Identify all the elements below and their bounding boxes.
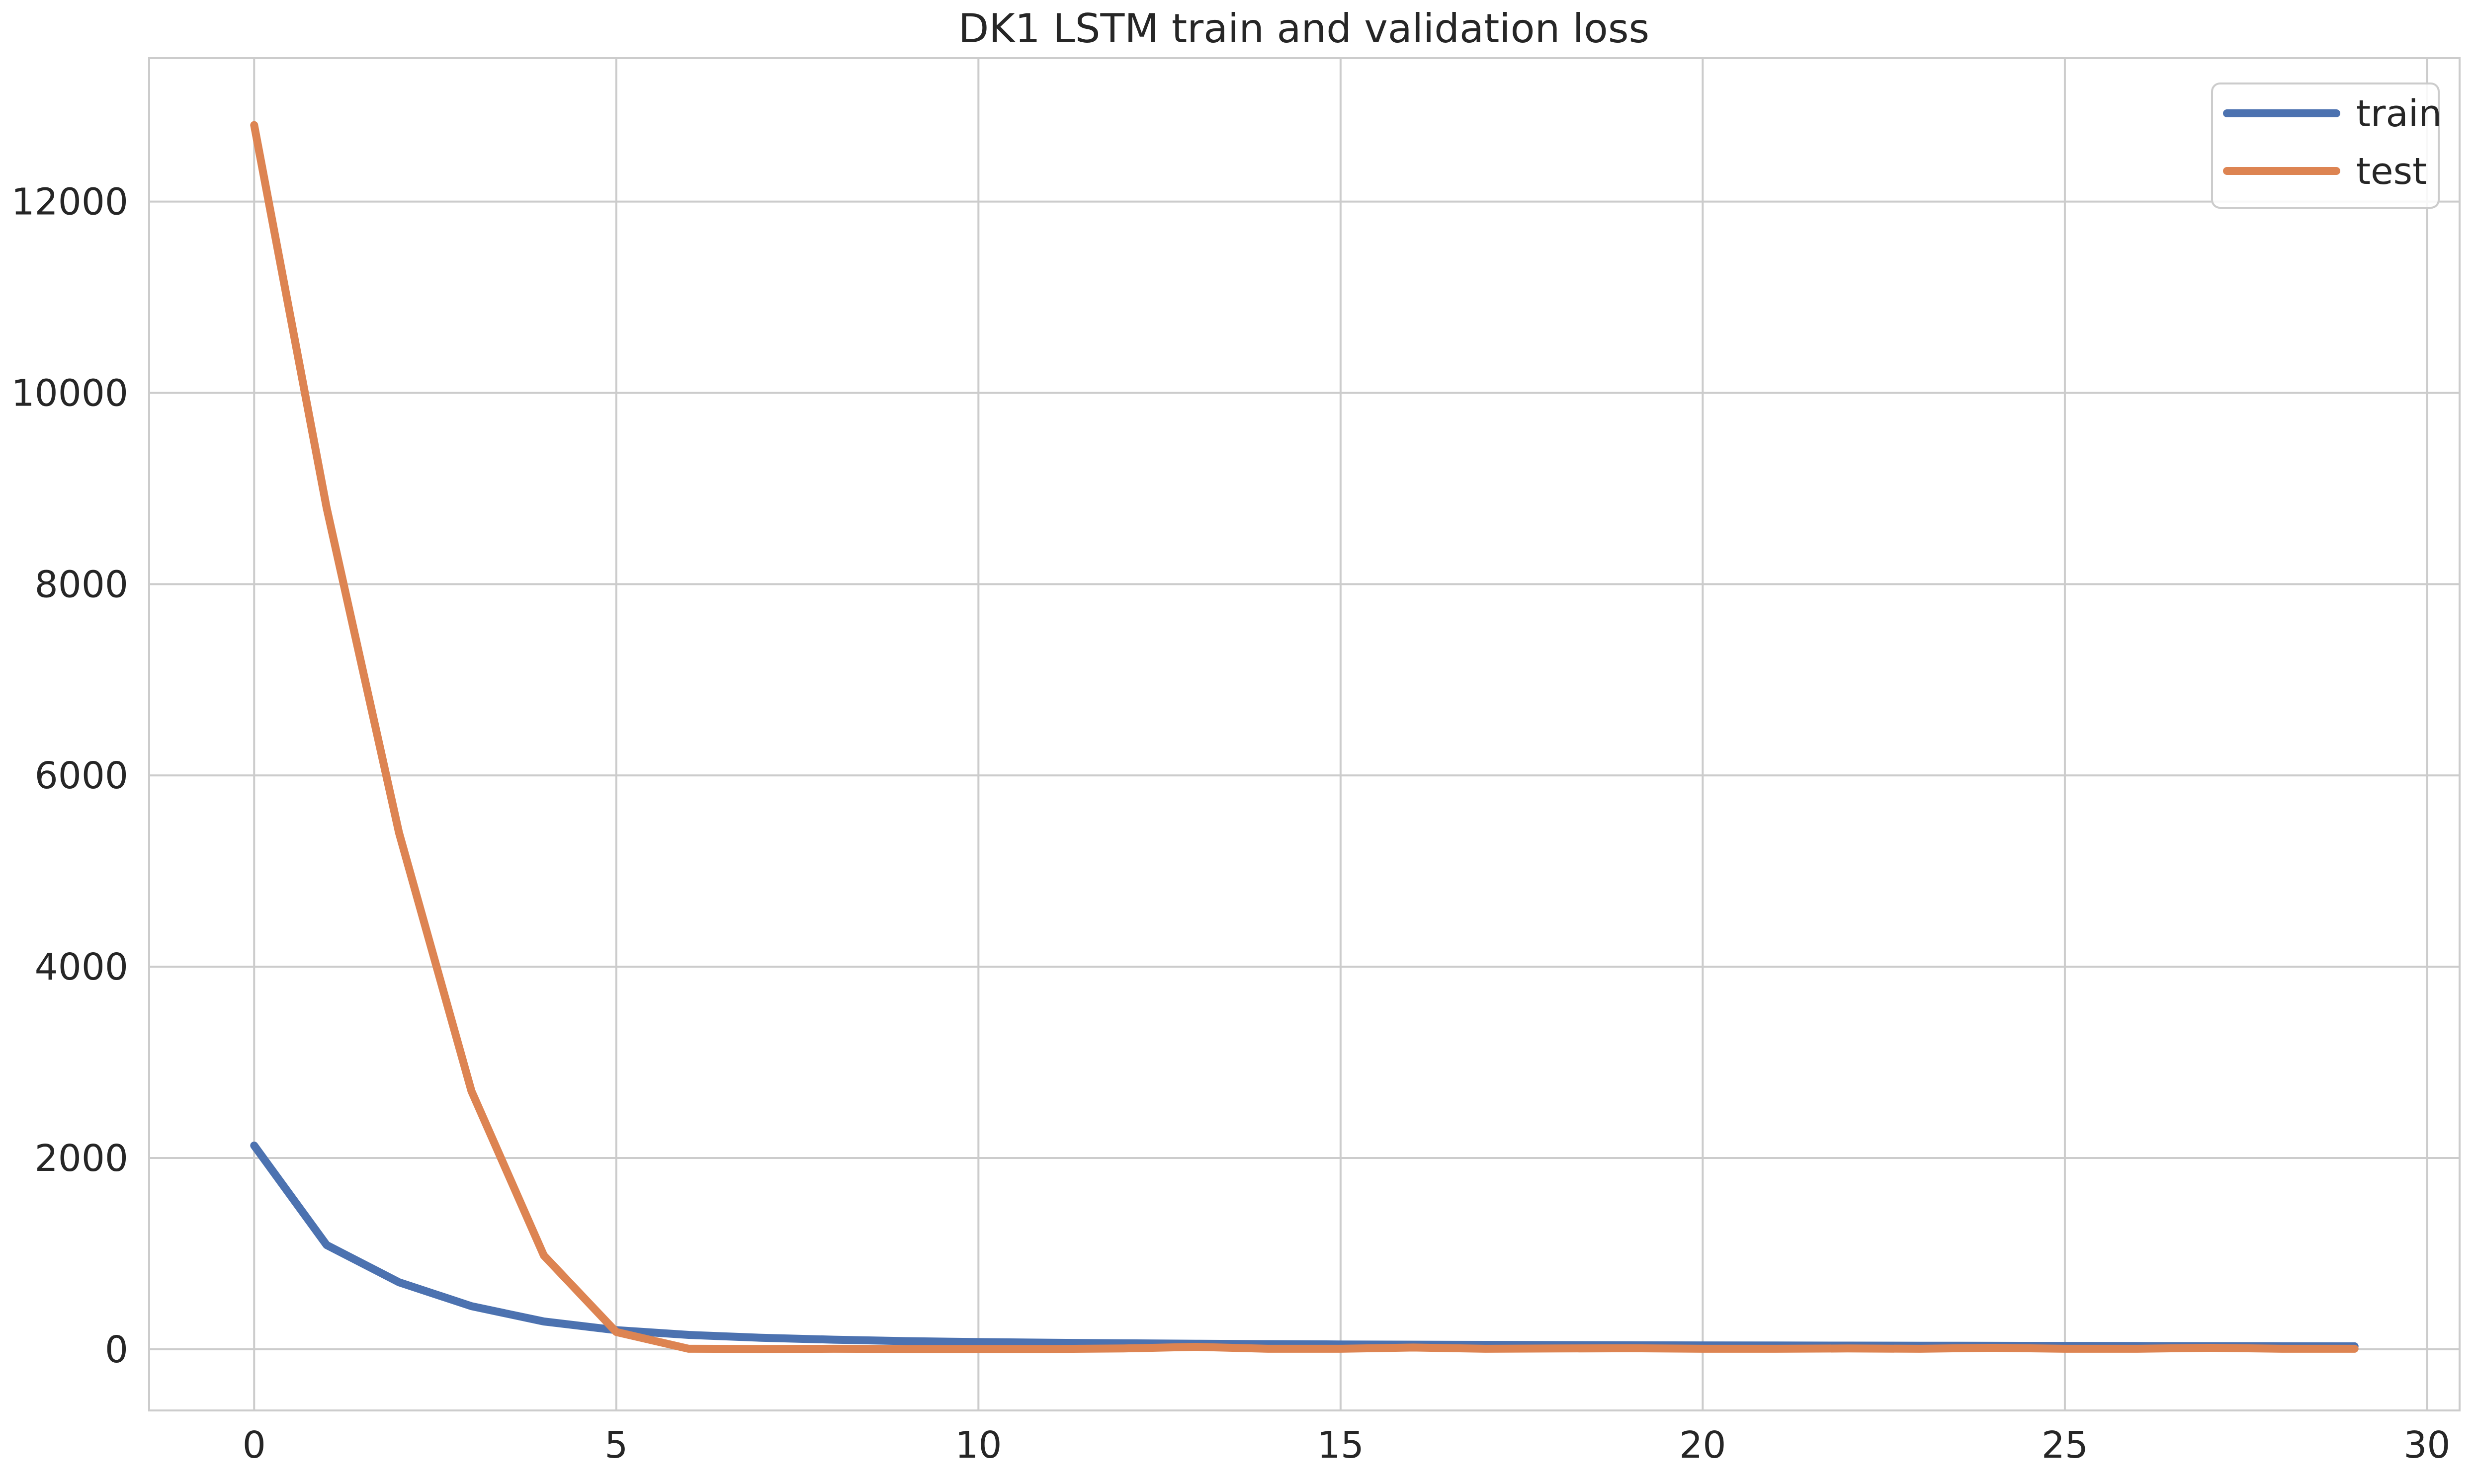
x-tick-label: 10 xyxy=(955,1424,1002,1467)
y-tick-label: 4000 xyxy=(35,946,128,989)
x-tick-label: 5 xyxy=(604,1424,628,1467)
y-tick-label: 0 xyxy=(105,1328,128,1371)
y-tick-label: 6000 xyxy=(35,754,128,797)
tick-labels: 0 5 10 15 20 25 30 0 2000 4000 6000 8000 10000 12000 xyxy=(11,181,2451,1467)
y-tick-label: 8000 xyxy=(35,563,128,606)
x-tick-label: 30 xyxy=(2403,1424,2450,1467)
plot-area-frame xyxy=(148,57,2461,1411)
x-tick-label: 25 xyxy=(2042,1424,2088,1467)
legend-label-test: test xyxy=(2356,150,2427,193)
x-tick-label: 15 xyxy=(1317,1424,1364,1467)
legend-label-train: train xyxy=(2356,92,2442,135)
y-tick-label: 2000 xyxy=(35,1137,128,1180)
legend: train test xyxy=(2211,82,2442,209)
y-tick-label: 10000 xyxy=(11,372,128,415)
x-tick-label: 20 xyxy=(1679,1424,1726,1467)
x-tick-label: 0 xyxy=(243,1424,266,1467)
chart-title: DK1 LSTM train and validation loss xyxy=(958,5,1649,52)
y-tick-label: 12000 xyxy=(11,181,128,224)
grid-lines xyxy=(149,58,2460,1410)
series-lines xyxy=(250,121,2359,1353)
series-line-test xyxy=(250,121,2359,1353)
